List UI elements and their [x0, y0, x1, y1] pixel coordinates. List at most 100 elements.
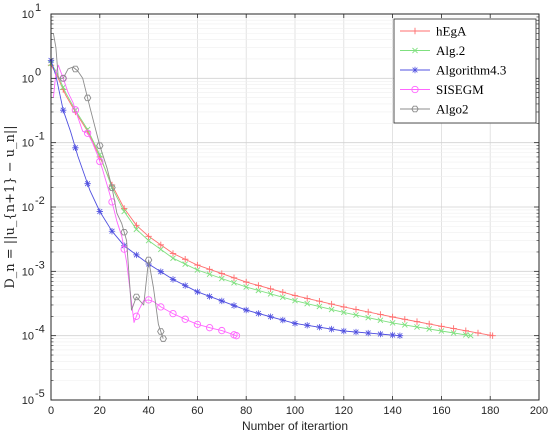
x-marker — [157, 246, 164, 253]
x-tick-label: 200 — [530, 405, 548, 417]
circle-marker — [193, 320, 202, 328]
x-tick-label: 140 — [383, 405, 401, 417]
x-marker — [467, 332, 474, 339]
x-marker — [401, 322, 408, 328]
x-marker — [426, 326, 433, 332]
circle-marker — [144, 296, 153, 304]
legend-label: hEgA — [436, 24, 467, 39]
star-marker — [182, 282, 189, 289]
tick-marks — [50, 13, 540, 401]
x-tick-label: 160 — [432, 405, 450, 417]
x-marker — [450, 330, 457, 336]
x-marker — [170, 255, 176, 262]
star-marker — [291, 320, 299, 327]
circle-marker — [232, 332, 241, 340]
star-marker — [230, 302, 238, 309]
x-marker — [292, 297, 298, 304]
plus-marker — [255, 282, 262, 289]
x-tick-label: 120 — [335, 405, 353, 417]
star-marker — [255, 310, 262, 317]
x-marker — [279, 294, 286, 301]
hexagon-marker — [83, 94, 92, 102]
plus-marker — [328, 300, 335, 308]
legend-label: Alg.2 — [436, 43, 465, 58]
star-marker — [96, 208, 103, 215]
x-marker — [377, 317, 384, 324]
plus-marker — [489, 332, 496, 339]
plus-marker — [169, 250, 177, 257]
y-tick-label: 10 — [22, 202, 34, 214]
star-marker — [365, 329, 372, 337]
hexagon-marker — [411, 105, 419, 113]
legend-label: Algorithm4.3 — [436, 63, 506, 78]
star-marker — [60, 106, 67, 114]
plus-marker — [450, 325, 457, 332]
plus-marker — [218, 270, 225, 277]
y-tick-exponent: 1 — [35, 2, 41, 14]
plus-marker — [340, 303, 347, 311]
x-marker — [243, 284, 250, 290]
star-marker — [218, 297, 225, 305]
plus-marker — [304, 295, 311, 302]
hexagon-marker — [132, 293, 141, 301]
star-marker — [243, 306, 250, 314]
plus-marker — [462, 327, 469, 334]
y-tick-exponent: 0 — [35, 66, 41, 78]
hexagon-marker — [96, 142, 104, 149]
hexagon-marker — [71, 65, 80, 73]
star-marker — [267, 313, 274, 320]
legend-label: Algo2 — [436, 102, 469, 117]
x-marker — [414, 324, 420, 330]
plus-marker — [291, 292, 299, 299]
x-marker — [304, 300, 311, 307]
y-axis-label: D_n = ||u_{n+1} − u_n|| — [3, 125, 18, 288]
y-tick-label: 10 — [22, 9, 34, 21]
y-tick-exponent: -1 — [35, 131, 45, 143]
circle-marker — [132, 312, 141, 320]
y-tick-exponent: -2 — [35, 195, 45, 207]
x-tick-label: 100 — [286, 405, 304, 417]
y-tick-label: 10 — [22, 395, 34, 407]
hexagon-marker — [157, 328, 165, 335]
plus-marker — [145, 233, 152, 240]
star-marker — [157, 268, 164, 275]
y-tick-label: 10 — [22, 266, 34, 278]
star-marker — [133, 251, 140, 259]
y-tick-exponent: -3 — [35, 259, 45, 271]
star-marker — [316, 324, 323, 331]
star-marker — [279, 316, 286, 324]
circle-marker — [157, 303, 165, 311]
x-marker — [206, 271, 213, 278]
x-marker — [145, 237, 152, 244]
x-marker — [231, 279, 237, 286]
plus-marker — [401, 316, 408, 323]
plus-marker — [133, 222, 140, 229]
plus-marker — [157, 241, 164, 249]
x-marker — [340, 309, 347, 316]
y-tick-label: 10 — [22, 138, 34, 150]
x-marker — [121, 208, 128, 215]
plus-marker — [438, 323, 445, 330]
x-marker — [316, 303, 323, 310]
x-tick-label: 180 — [481, 405, 499, 417]
plus-marker — [182, 256, 189, 263]
x-marker — [182, 261, 189, 267]
star-marker — [206, 293, 213, 300]
hexagon-marker — [59, 75, 67, 82]
plus-marker — [426, 320, 433, 328]
plus-marker — [413, 318, 421, 325]
x-marker — [194, 267, 201, 273]
star-marker — [377, 330, 384, 338]
y-tick-exponent: -5 — [35, 388, 45, 400]
star-marker — [389, 331, 396, 339]
hexagon-marker — [120, 228, 128, 236]
circle-marker — [169, 309, 177, 318]
plus-marker — [365, 308, 372, 316]
plus-marker — [352, 306, 360, 313]
x-marker — [84, 126, 91, 133]
hexagon-marker — [108, 184, 116, 191]
legend-box — [393, 18, 537, 124]
x-marker — [328, 306, 335, 313]
